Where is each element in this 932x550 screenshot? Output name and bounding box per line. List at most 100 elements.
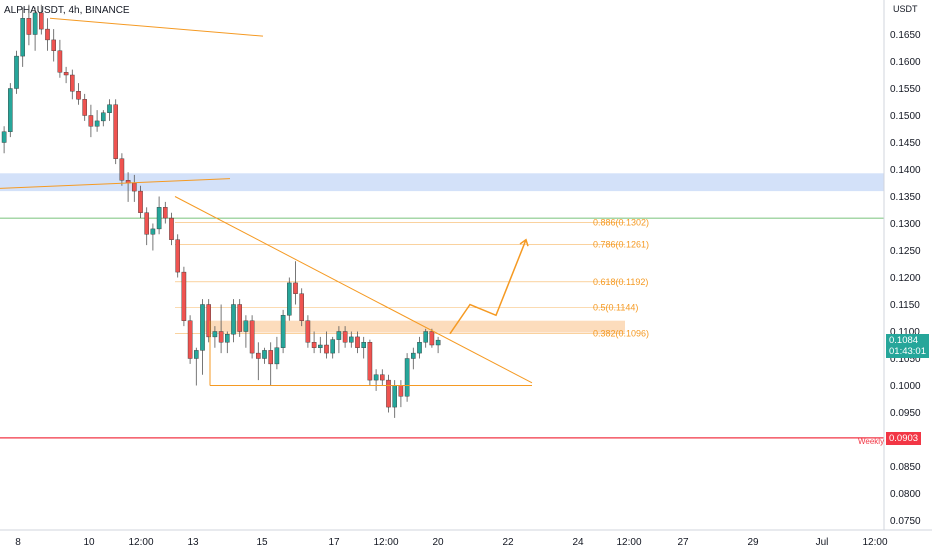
price-tick-label: 0.1300 <box>890 219 921 230</box>
upper-trendline <box>49 17 264 37</box>
price-tick-label: 0.1500 <box>890 111 921 122</box>
candle-body <box>181 271 187 321</box>
candle-body <box>299 293 305 321</box>
candle-body <box>274 347 280 365</box>
candle-body <box>193 350 199 359</box>
time-tick-label: 15 <box>256 537 268 548</box>
price-tick-label: 0.1250 <box>890 246 921 257</box>
candle-body <box>423 331 429 343</box>
zones-layer <box>0 173 884 333</box>
candle-body <box>32 12 38 35</box>
time-tick-label: 12:00 <box>373 537 398 548</box>
candle-body <box>268 350 274 365</box>
candle-body <box>249 320 255 354</box>
symbol-title: ALPHAUSDT, 4h, BINANCE <box>2 5 132 16</box>
price-tick-label: 0.1200 <box>890 273 921 284</box>
time-tick-label: 12:00 <box>616 537 641 548</box>
time-tick-label: 12:00 <box>128 537 153 548</box>
candle-body <box>69 74 75 92</box>
candle-body <box>349 336 354 343</box>
weekly-level-tag: 0.0903 <box>886 431 922 445</box>
price-tick-label: 0.1650 <box>890 30 921 41</box>
candle-body <box>51 39 56 51</box>
price-tick-label: 0.1550 <box>890 84 921 95</box>
candle-body <box>119 158 125 181</box>
projection-arrowhead <box>519 238 529 247</box>
price-tick-label: 0.0800 <box>890 489 921 500</box>
time-tick-label: 13 <box>187 537 199 548</box>
candle-body <box>367 342 373 381</box>
drawings-layer <box>0 17 533 386</box>
candle-body <box>318 344 323 348</box>
candle-body <box>355 336 360 348</box>
price-tick-label: 0.1350 <box>890 192 921 203</box>
candle-body <box>361 342 367 348</box>
demand-zone <box>200 320 625 333</box>
price-tick-label: 0.0950 <box>890 408 921 419</box>
fib-label: 0.618(0.1192) <box>593 277 648 287</box>
price-tick-label: 0.1400 <box>890 165 921 176</box>
descending-trendline <box>174 196 533 384</box>
candle-body <box>57 50 63 73</box>
current-price-tag: 0.1084 01:43:01 <box>886 334 929 359</box>
candle-body <box>20 18 26 57</box>
candle-body <box>131 182 137 192</box>
candle-body <box>14 55 19 89</box>
weekly-level-label: Weekly <box>858 437 885 446</box>
candle-body <box>39 12 44 30</box>
candle-body <box>162 207 168 219</box>
candle-body <box>237 304 243 332</box>
candle-body <box>305 320 311 343</box>
candle-body <box>373 374 379 381</box>
price-tick-label: 0.1100 <box>890 327 920 338</box>
time-tick-label: 24 <box>572 537 584 548</box>
candle-body <box>107 104 112 113</box>
candle-body <box>311 342 317 348</box>
candle-body <box>138 190 143 213</box>
bar-countdown: 01:43:01 <box>889 346 926 358</box>
candle-body <box>392 385 398 408</box>
price-tick-label: 0.1600 <box>890 57 921 68</box>
candle-body <box>342 331 348 343</box>
candle-body <box>187 320 193 359</box>
candle-body <box>429 331 435 346</box>
candle-body <box>76 90 81 100</box>
candle-body <box>212 331 218 338</box>
candle-body <box>100 112 106 122</box>
time-tick-label: 10 <box>83 537 95 548</box>
price-tick-label: 0.1150 <box>890 300 920 311</box>
fib-label: 0.5(0.1144) <box>593 303 638 313</box>
candle-body <box>336 331 342 340</box>
price-tick-label: 0.0850 <box>890 462 921 473</box>
candle-body <box>380 374 385 381</box>
fib-label: 0.382(0.1096) <box>593 329 649 339</box>
candle-body <box>417 342 422 354</box>
candle-body <box>411 352 416 359</box>
candle-body <box>404 358 410 397</box>
time-tick-label: 17 <box>328 537 340 548</box>
candle-body <box>175 239 181 273</box>
candle-body <box>206 304 212 338</box>
time-tick-label: 22 <box>502 537 514 548</box>
candle-body <box>63 72 69 76</box>
candle-body <box>113 104 118 159</box>
candle-body <box>144 212 150 235</box>
supply-zone <box>0 173 884 192</box>
candle-body <box>287 282 292 316</box>
price-tick-label: 0.0750 <box>890 516 921 527</box>
fib-label: 0.786(0.1261) <box>593 240 649 250</box>
candle-body <box>231 304 236 335</box>
time-tick-label: 29 <box>747 537 759 548</box>
candle-body <box>94 120 100 127</box>
candle-body <box>150 228 156 235</box>
projection-path <box>449 239 527 335</box>
candle-body <box>7 88 13 132</box>
candle-body <box>82 99 87 116</box>
candle-body <box>218 331 224 343</box>
price-tick-label: 0.1000 <box>890 381 921 392</box>
candle-body <box>293 282 298 294</box>
candle-body <box>330 339 336 354</box>
candle-body <box>88 115 94 127</box>
